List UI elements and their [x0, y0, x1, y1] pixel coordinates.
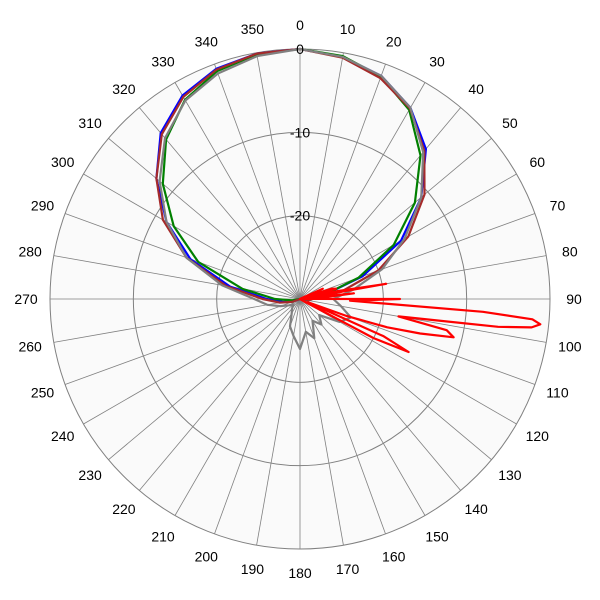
angle-tick-label: 310: [78, 115, 102, 131]
angle-tick-label: 60: [530, 154, 546, 170]
angle-tick-label: 250: [31, 385, 55, 401]
series-line-4: [158, 47, 425, 351]
grid-spoke: [83, 298, 301, 425]
grid-spoke: [299, 298, 462, 491]
angle-tick-label: 120: [526, 428, 550, 444]
grid-spoke: [299, 298, 426, 516]
angle-tick-label: 70: [550, 197, 566, 213]
grid-spoke: [53, 255, 301, 300]
angle-tick-label: 10: [340, 21, 356, 37]
grid-spoke: [299, 213, 536, 300]
grid-spoke: [214, 298, 301, 535]
radial-tick-label: 0: [296, 41, 304, 57]
angle-tick-label: 350: [241, 21, 265, 37]
angle-tick-label: 170: [336, 561, 360, 577]
grid-spoke: [299, 82, 426, 300]
angle-tick-label: 240: [51, 428, 75, 444]
grid-spoke: [53, 298, 301, 343]
grid-spoke: [64, 298, 301, 385]
angle-tick-label: 290: [31, 197, 55, 213]
angle-tick-label: 220: [112, 501, 136, 517]
angle-tick-label: 260: [18, 339, 42, 355]
grid-spoke: [256, 52, 301, 300]
grid-spoke: [299, 63, 386, 300]
grid-spoke: [256, 298, 301, 546]
radial-labels: 0 -10 -20: [290, 41, 310, 224]
angle-tick-label: 100: [558, 339, 582, 355]
angle-tick-label: 320: [112, 81, 136, 97]
grid-spoke: [299, 52, 344, 300]
angle-labels: 0 10 20 30 40 50 60 70 80 90 100 110 120 130 140 150 160…: [14, 17, 582, 581]
angle-tick-label: 150: [425, 528, 449, 544]
angle-tick-label: 300: [51, 154, 75, 170]
angle-tick-label: 280: [18, 243, 42, 259]
angle-tick-label: 30: [429, 54, 445, 70]
angle-tick-label: 230: [78, 467, 102, 483]
grid-spoke: [299, 298, 492, 461]
grid-spoke: [174, 82, 301, 300]
angle-tick-label: 110: [546, 385, 569, 401]
grid-spoke: [214, 63, 301, 300]
grid-spoke: [299, 137, 492, 300]
grid-spoke: [174, 298, 301, 516]
angle-tick-label: 50: [502, 115, 518, 131]
angle-tick-label: 130: [498, 467, 522, 483]
grid-spoke: [108, 298, 301, 461]
series-lines: [155, 47, 542, 354]
angle-tick-label: 190: [241, 561, 265, 577]
angle-tick-label: 80: [562, 243, 578, 259]
angle-tick-label: 340: [195, 34, 219, 50]
angle-tick-label: 160: [382, 548, 406, 564]
angle-tick-label: 0: [296, 17, 304, 33]
angle-tick-label: 40: [468, 81, 484, 97]
angle-tick-label: 140: [464, 501, 488, 517]
angle-tick-label: 90: [566, 291, 582, 307]
grid-spoke: [299, 107, 462, 300]
angle-tick-label: 180: [288, 565, 312, 581]
angle-tick-label: 270: [14, 291, 38, 307]
grid-spoke: [299, 298, 344, 546]
grid-spoke: [108, 137, 301, 300]
radial-tick-label: -10: [290, 124, 310, 140]
grid-spoke: [138, 298, 301, 491]
radial-tick-label: -20: [290, 208, 310, 224]
angle-tick-label: 210: [151, 528, 175, 544]
angle-tick-label: 200: [195, 548, 219, 564]
series-line-5: [298, 282, 542, 354]
angle-tick-label: 330: [151, 54, 175, 70]
grid-spoke: [83, 173, 301, 300]
grid-spoke: [64, 213, 301, 300]
angle-tick-label: 20: [386, 34, 402, 50]
